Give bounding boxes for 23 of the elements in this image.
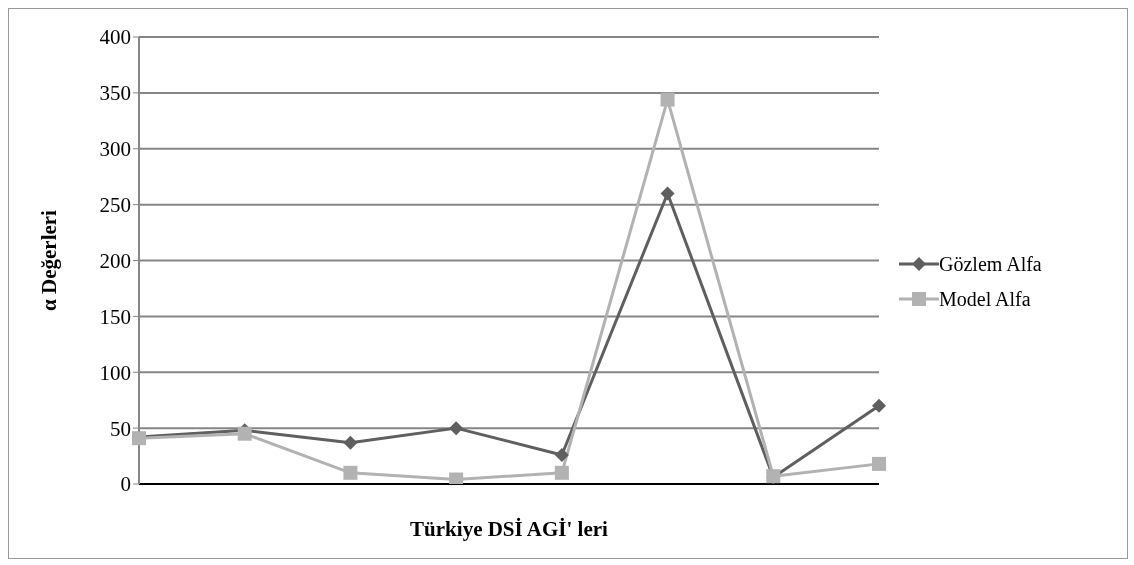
point <box>872 456 886 471</box>
legend-label: Model Alfa <box>939 287 1031 311</box>
y-tick-label: 100 <box>99 360 131 385</box>
point <box>343 465 358 480</box>
x-axis-title: Türkiye DSİ AGİ' leri <box>410 517 609 541</box>
legend-label: Gözlem Alfa <box>939 252 1042 276</box>
y-tick-label: 0 <box>120 472 131 497</box>
point <box>660 92 675 107</box>
point <box>554 447 569 462</box>
y-tick-label: 350 <box>99 81 131 106</box>
point <box>449 421 464 436</box>
y-tick-label: 50 <box>110 416 131 441</box>
y-tick-label: 400 <box>99 25 131 50</box>
y-tick-label: 250 <box>99 193 131 218</box>
point <box>872 398 886 413</box>
y-tick-label: 300 <box>99 137 131 162</box>
point <box>449 472 464 484</box>
y-axis-title: α Değerleri <box>37 209 62 311</box>
y-tick-label: 200 <box>99 248 131 273</box>
point <box>554 465 569 480</box>
y-tick-label: 150 <box>99 304 131 329</box>
point <box>660 186 675 201</box>
point <box>343 435 358 450</box>
